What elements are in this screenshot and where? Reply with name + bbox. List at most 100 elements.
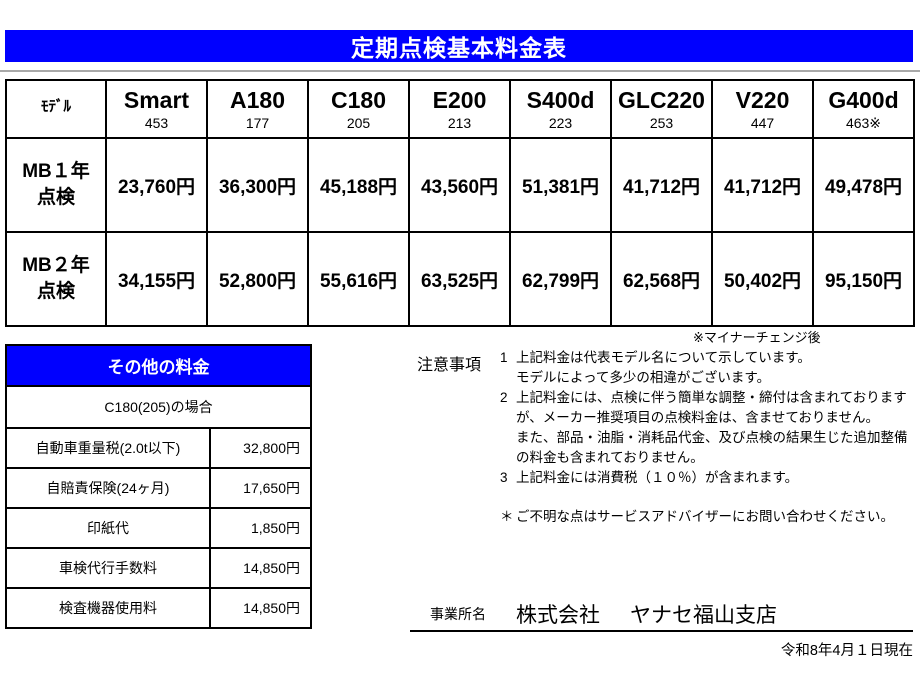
- price-cell: 52,800円: [206, 231, 309, 327]
- model-name: E200: [432, 87, 487, 114]
- note-line: が、メーカー推奨項目の点検料金は、含ませておりません。: [500, 408, 918, 428]
- model-header: E200 213: [408, 79, 511, 139]
- price-cell: 55,616円: [307, 231, 410, 327]
- model-code: 213: [447, 114, 472, 131]
- price-cell: 95,150円: [812, 231, 915, 327]
- notes-block: 1 上記料金は代表モデル名について示しています。 モデルによって多少の相違がござ…: [500, 348, 918, 527]
- fee-value: 14,850円: [209, 547, 312, 589]
- other-fee-row: 自動車重量税(2.0t以下) 32,800円: [5, 427, 312, 469]
- note-number: [500, 368, 516, 388]
- model-code: 253: [649, 114, 674, 131]
- note-text: 上記料金には消費税（１０％）が含まれます。: [516, 470, 799, 485]
- other-fee-row: 検査機器使用料 14,850円: [5, 587, 312, 629]
- price-cell: 50,402円: [711, 231, 814, 327]
- price-cell: 63,525円: [408, 231, 511, 327]
- model-name: GLC220: [618, 87, 705, 114]
- other-fee-row: 自賠責保険(24ヶ月) 17,650円: [5, 467, 312, 509]
- note-line: 1 上記料金は代表モデル名について示しています。: [500, 348, 918, 368]
- model-name: S400d: [526, 87, 595, 114]
- top-divider: [0, 70, 920, 72]
- note-text: モデルによって多少の相違がございます。: [516, 370, 771, 385]
- model-header: V220 447: [711, 79, 814, 139]
- other-fees-table: その他の料金 C180(205)の場合 自動車重量税(2.0t以下) 32,80…: [5, 344, 312, 629]
- note-text: の料金も含まれておりません。: [516, 450, 704, 465]
- page-title: 定期点検基本料金表: [351, 35, 567, 61]
- note-number: [500, 428, 516, 448]
- mb1-inspection-row: MB１年 点検 23,760円 36,300円 45,188円 43,560円 …: [5, 137, 915, 233]
- row-label-mb1: MB１年 点検: [5, 137, 107, 233]
- fee-label: 自賠責保険(24ヶ月): [5, 467, 211, 509]
- price-cell: 43,560円: [408, 137, 511, 233]
- note-text: が、メーカー推奨項目の点検料金は、含ませておりません。: [516, 410, 880, 425]
- note-asterisk: ＊: [500, 509, 514, 524]
- fee-value: 32,800円: [209, 427, 312, 469]
- note-text: また、部品・油脂・消耗品代金、及び点検の結果生じた追加整備: [516, 430, 908, 445]
- model-header: Smart 453: [105, 79, 208, 139]
- note-line: モデルによって多少の相違がございます。: [500, 368, 918, 388]
- note-text: 上記料金は代表モデル名について示しています。: [516, 350, 811, 365]
- model-code: 223: [548, 114, 573, 131]
- model-code: 463※: [845, 114, 882, 131]
- model-header-row: ﾓﾃﾞﾙ Smart 453 A180 177 C180 205 E200 21…: [5, 79, 915, 139]
- note-line: 2 上記料金には、点検に伴う簡単な調整・締付は含まれております: [500, 388, 918, 408]
- fee-label: 車検代行手数料: [5, 547, 211, 589]
- price-cell: 62,568円: [610, 231, 713, 327]
- fee-label: 検査機器使用料: [5, 587, 211, 629]
- note-line: また、部品・油脂・消耗品代金、及び点検の結果生じた追加整備: [500, 428, 918, 448]
- model-header: A180 177: [206, 79, 309, 139]
- note-text: 上記料金には、点検に伴う簡単な調整・締付は含まれております: [516, 390, 907, 405]
- note-line: 3 上記料金には消費税（１０％）が含まれます。: [500, 468, 918, 488]
- note-number: [500, 448, 516, 468]
- price-cell: 49,478円: [812, 137, 915, 233]
- model-label: ﾓﾃﾞﾙ: [40, 98, 71, 115]
- office-name-label: 事業所名: [430, 606, 486, 622]
- price-cell: 34,155円: [105, 231, 208, 327]
- model-header: C180 205: [307, 79, 410, 139]
- model-name: C180: [331, 87, 386, 114]
- other-fee-row: 車検代行手数料 14,850円: [5, 547, 312, 589]
- effective-date: 令和8年4月１日現在: [780, 643, 913, 659]
- model-header: GLC220 253: [610, 79, 713, 139]
- title-banner: 定期点検基本料金表: [5, 30, 913, 62]
- price-cell: 45,188円: [307, 137, 410, 233]
- price-cell: 23,760円: [105, 137, 208, 233]
- note-line: の料金も含まれておりません。: [500, 448, 918, 468]
- note-number: 2: [500, 390, 508, 405]
- price-cell: 36,300円: [206, 137, 309, 233]
- model-header: G400d 463※: [812, 79, 915, 139]
- model-header: S400d 223: [509, 79, 612, 139]
- other-fee-row: 印紙代 1,850円: [5, 507, 312, 549]
- fee-label: 印紙代: [5, 507, 211, 549]
- model-code: 177: [245, 114, 270, 131]
- model-name: G400d: [828, 87, 899, 114]
- note-number: 3: [500, 470, 508, 485]
- model-code: 447: [750, 114, 775, 131]
- mb2-inspection-row: MB２年 点検 34,155円 52,800円 55,616円 63,525円 …: [5, 231, 915, 327]
- model-name: V220: [735, 87, 790, 114]
- row-label-line2: 点検: [36, 281, 75, 302]
- model-label-cell: ﾓﾃﾞﾙ: [5, 79, 107, 139]
- price-cell: 51,381円: [509, 137, 612, 233]
- price-cell: 62,799円: [509, 231, 612, 327]
- row-label-line2: 点検: [36, 187, 75, 208]
- inspection-fee-table: ﾓﾃﾞﾙ Smart 453 A180 177 C180 205 E200 21…: [5, 79, 915, 327]
- fee-value: 14,850円: [209, 587, 312, 629]
- model-name: A180: [230, 87, 285, 114]
- footer-underline: [410, 630, 913, 632]
- branch-name: ヤナセ福山支店: [630, 604, 777, 627]
- other-fees-title: その他の料金: [5, 344, 312, 387]
- row-label-mb2: MB２年 点検: [5, 231, 107, 327]
- other-fees-subtitle: C180(205)の場合: [5, 385, 312, 429]
- contact-note-line: ＊ ご不明な点はサービスアドバイザーにお問い合わせください。: [500, 507, 918, 527]
- price-cell: 41,712円: [711, 137, 814, 233]
- note-number: [500, 408, 516, 428]
- model-code: 453: [144, 114, 169, 131]
- row-label-line1: MB２年: [22, 255, 90, 277]
- minor-change-footnote: ※マイナーチェンジ後: [693, 330, 821, 345]
- note-text: ご不明な点はサービスアドバイザーにお問い合わせください。: [516, 509, 894, 524]
- model-code: 205: [346, 114, 371, 131]
- model-name: Smart: [123, 87, 190, 114]
- note-number: 1: [500, 350, 508, 365]
- row-label-line1: MB１年: [22, 161, 90, 183]
